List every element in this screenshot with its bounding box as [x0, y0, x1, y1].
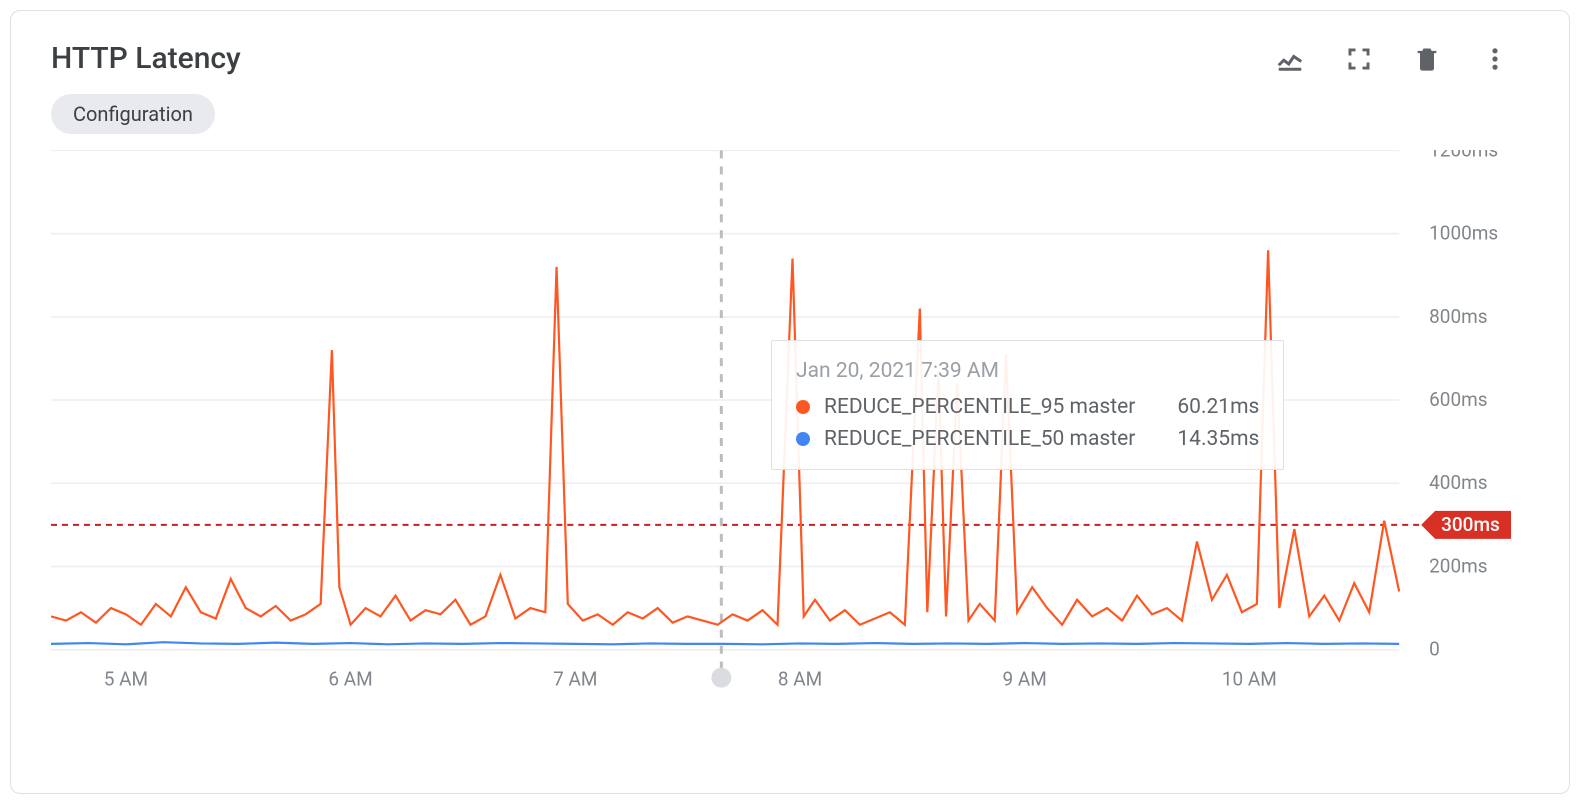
tooltip-timestamp: Jan 20, 2021 7:39 AM [796, 359, 1259, 383]
tooltip-series-value: 60.21ms [1177, 395, 1259, 419]
chart-area[interactable]: 0 200ms 400ms 600ms 800ms 1000ms 1200ms 5 AM 6 A… [51, 150, 1529, 710]
svg-text:300ms: 300ms [1441, 513, 1500, 536]
tooltip-row: REDUCE_PERCENTILE_95 master 60.21ms [796, 395, 1259, 419]
more-icon[interactable] [1481, 45, 1509, 73]
svg-text:1000ms: 1000ms [1429, 222, 1498, 245]
svg-text:200ms: 200ms [1429, 554, 1487, 577]
legend-toggle-icon[interactable] [1275, 44, 1305, 74]
configuration-chip[interactable]: Configuration [51, 94, 215, 134]
series-swatch-icon [796, 432, 810, 446]
tooltip-series-label: REDUCE_PERCENTILE_95 master [824, 395, 1135, 419]
svg-text:800ms: 800ms [1429, 305, 1487, 328]
delete-icon[interactable] [1413, 45, 1441, 73]
chart-tooltip: Jan 20, 2021 7:39 AM REDUCE_PERCENTILE_9… [771, 340, 1284, 470]
chart-card: HTTP Latency [10, 10, 1570, 794]
svg-text:9 AM: 9 AM [1003, 668, 1047, 691]
series-swatch-icon [796, 400, 810, 414]
svg-text:1200ms: 1200ms [1429, 150, 1498, 161]
card-header: HTTP Latency [51, 41, 1529, 76]
svg-text:6 AM: 6 AM [328, 668, 372, 691]
svg-text:400ms: 400ms [1429, 471, 1487, 494]
tooltip-row: REDUCE_PERCENTILE_50 master 14.35ms [796, 427, 1259, 451]
svg-text:10 AM: 10 AM [1222, 668, 1277, 691]
fullscreen-icon[interactable] [1345, 45, 1373, 73]
tooltip-series-label: REDUCE_PERCENTILE_50 master [824, 427, 1135, 451]
svg-text:5 AM: 5 AM [104, 668, 148, 691]
card-actions [1275, 44, 1529, 74]
card-title: HTTP Latency [51, 41, 241, 76]
svg-text:8 AM: 8 AM [778, 668, 822, 691]
svg-text:7 AM: 7 AM [553, 668, 597, 691]
svg-text:0: 0 [1429, 638, 1440, 661]
tooltip-series-value: 14.35ms [1177, 427, 1259, 451]
svg-text:600ms: 600ms [1429, 388, 1487, 411]
